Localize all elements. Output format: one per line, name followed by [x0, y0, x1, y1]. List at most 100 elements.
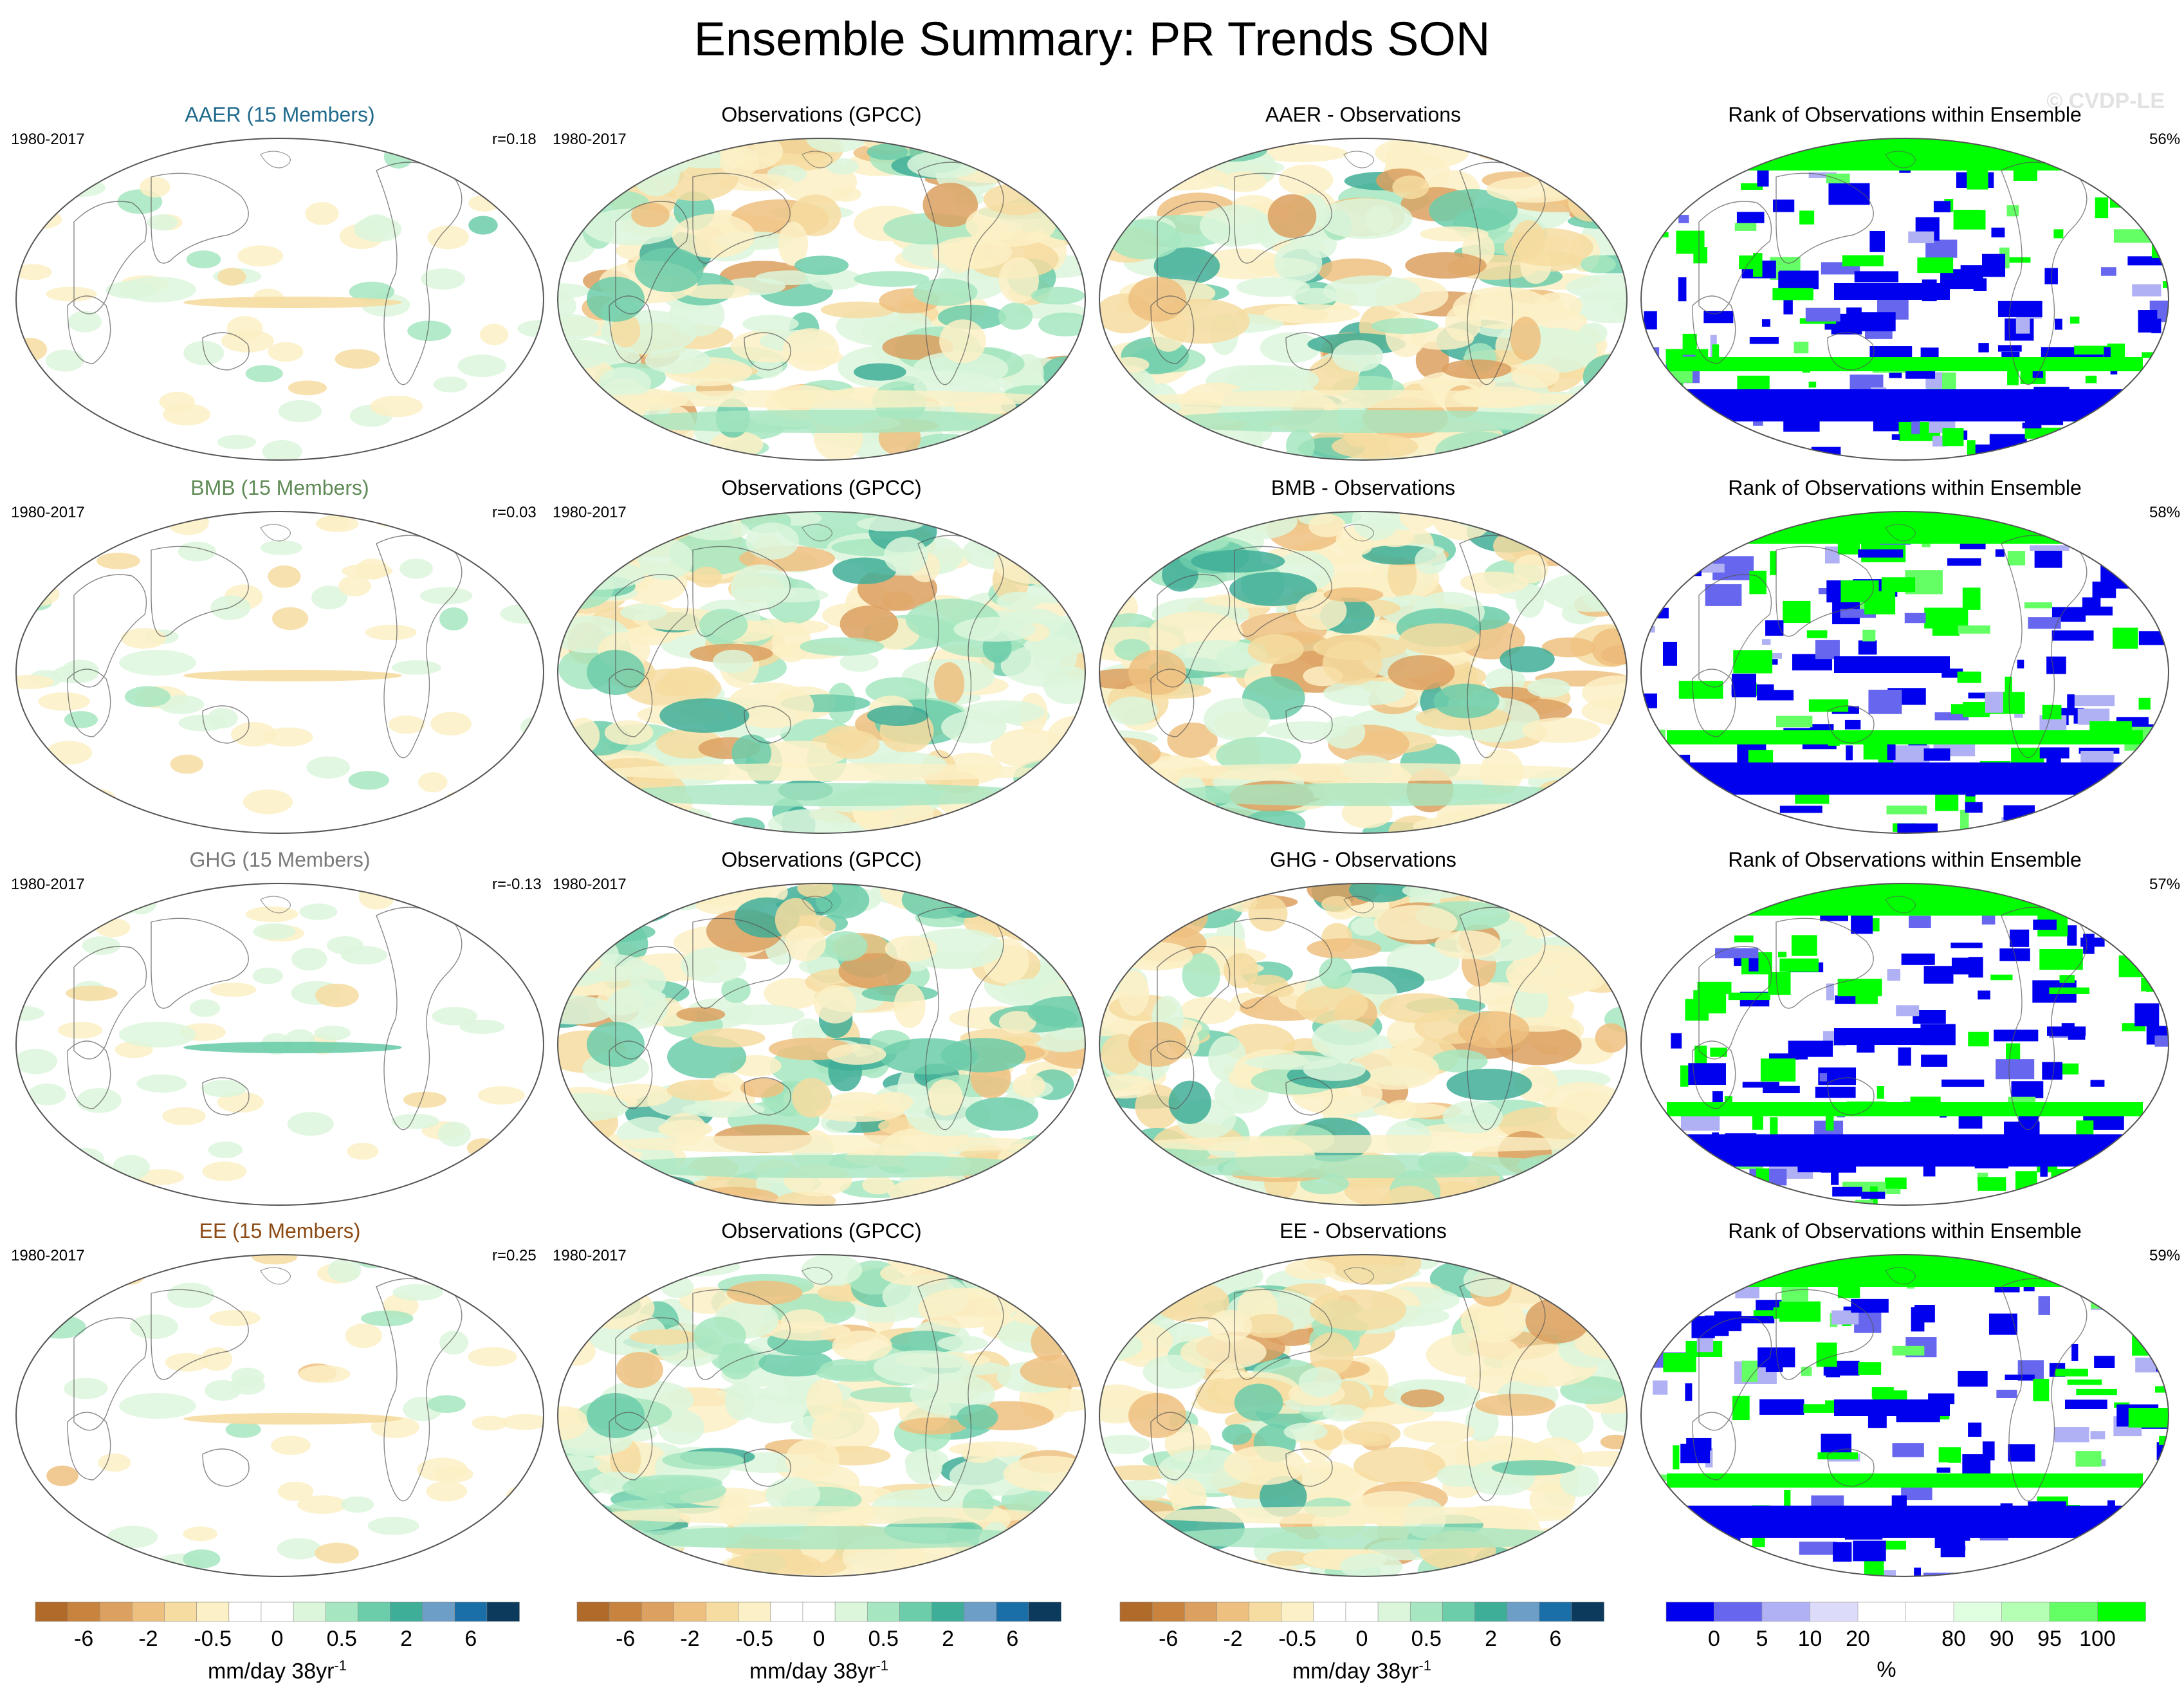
map-r3-c3 — [1641, 1255, 2169, 1576]
trend-colorbar-0-segment-8 — [293, 1601, 327, 1622]
trend-colorbar-2-tick-0: -6 — [1159, 1627, 1179, 1651]
trend-colorbar-1-segment-9 — [867, 1601, 901, 1622]
trend-colorbar-2-segment-2 — [1184, 1601, 1218, 1622]
trend-colorbar-2-tick-1: -2 — [1223, 1627, 1243, 1651]
rank-colorbar-segment-2 — [1761, 1601, 1811, 1622]
trend-colorbar-2-segment-11 — [1474, 1601, 1508, 1622]
map-border-r1-c2 — [1099, 511, 1628, 834]
map-r1-c3 — [1641, 512, 2169, 833]
rank-colorbar-segment-6 — [1953, 1601, 2003, 1622]
trend-colorbar-0-segment-1 — [67, 1601, 101, 1622]
trend-colorbar-2 — [1119, 1601, 1604, 1622]
trend-colorbar-0-segment-10 — [358, 1601, 391, 1622]
trend-colorbar-2-segment-13 — [1539, 1601, 1572, 1622]
map-border-r2-c0 — [15, 883, 544, 1206]
correlation-label-r2: r=-0.13 — [492, 876, 542, 893]
trend-colorbar-0-segment-7 — [261, 1601, 294, 1622]
trend-colorbar-1-tick-0: -6 — [616, 1627, 636, 1651]
correlation-label-r1: r=0.03 — [492, 504, 537, 521]
rank-colorbar-tick-7: 100 — [2079, 1627, 2116, 1651]
trend-colorbar-1-segment-13 — [996, 1601, 1029, 1622]
rank-colorbar-tick-5: 90 — [1989, 1627, 2014, 1651]
map-border-r2-c1 — [557, 883, 1086, 1206]
trend-colorbar-0-tick-5: 2 — [400, 1627, 412, 1651]
map-r0-c2 — [1099, 138, 1627, 460]
correlation-label-r3: r=0.25 — [492, 1247, 537, 1264]
trend-colorbar-2-units-text: mm/day 38yr — [1292, 1659, 1419, 1684]
rank-colorbar-segment-1 — [1714, 1601, 1763, 1622]
rank-colorbar-tick-4: 80 — [1941, 1627, 1966, 1651]
panel-title-r1-c0: BMB (15 Members) — [190, 476, 369, 499]
rank-colorbar-units: % — [1877, 1657, 1896, 1682]
rank-colorbar-segment-8 — [2049, 1601, 2098, 1622]
rank-percent-r1: 58% — [2149, 504, 2181, 521]
rank-colorbar-tick-0: 0 — [1708, 1627, 1720, 1651]
period-label-r2-c1: 1980-2017 — [553, 876, 627, 893]
period-label-r1-c0: 1980-2017 — [11, 504, 85, 521]
trend-colorbar-0-tick-4: 0.5 — [326, 1627, 357, 1651]
rank-colorbar-tick-6: 95 — [2037, 1627, 2062, 1651]
trend-colorbar-2-tick-5: 2 — [1485, 1627, 1497, 1651]
map-border-r3-c3 — [1640, 1254, 2169, 1577]
trend-colorbar-1-segment-8 — [834, 1601, 868, 1622]
map-border-r1-c3 — [1640, 511, 2169, 834]
rank-colorbar-segment-0 — [1666, 1601, 1715, 1622]
map-r2-c3 — [1641, 883, 2169, 1205]
trend-colorbar-1-segment-11 — [931, 1601, 965, 1622]
map-r1-c0 — [16, 512, 544, 833]
trend-colorbar-2-segment-6 — [1313, 1601, 1346, 1622]
rank-percent-r2: 57% — [2149, 876, 2181, 893]
trend-colorbar-0-segment-12 — [422, 1601, 455, 1622]
rank-colorbar-segment-3 — [1810, 1601, 1858, 1622]
trend-colorbar-1-segment-2 — [641, 1601, 675, 1622]
trend-colorbar-0-segment-9 — [325, 1601, 359, 1622]
trend-colorbar-1-segment-5 — [738, 1601, 771, 1622]
map-r0-c3 — [1641, 138, 2169, 460]
trend-colorbar-1-tick-4: 0.5 — [868, 1627, 899, 1651]
trend-colorbar-2-units-exponent: -1 — [1418, 1657, 1432, 1674]
map-border-r2-c3 — [1640, 883, 2169, 1206]
trend-colorbar-2-tick-3: 0 — [1355, 1627, 1368, 1651]
trend-colorbar-1-segment-1 — [609, 1601, 643, 1622]
map-r2-c2 — [1099, 883, 1627, 1205]
period-label-r0-c0: 1980-2017 — [11, 131, 85, 148]
trend-colorbar-2-segment-7 — [1345, 1601, 1379, 1622]
map-border-r0-c2 — [1099, 138, 1628, 461]
period-label-r2-c0: 1980-2017 — [11, 876, 85, 893]
trend-colorbar-1-segment-14 — [1028, 1601, 1061, 1622]
panel-title-r0-c0: AAER (15 Members) — [185, 103, 375, 126]
map-border-r0-c1 — [557, 138, 1086, 461]
panel-title-r1-c1: Observations (GPCC) — [721, 476, 922, 499]
trend-colorbar-2-segment-9 — [1409, 1601, 1444, 1622]
trend-colorbar-0-segment-3 — [132, 1601, 165, 1622]
map-border-r2-c2 — [1099, 883, 1628, 1206]
panel-title-r3-c0: EE (15 Members) — [199, 1219, 361, 1242]
trend-colorbar-0-units-text: mm/day 38yr — [207, 1659, 335, 1684]
trend-colorbar-0-segment-6 — [228, 1601, 262, 1622]
trend-colorbar-1-units-text: mm/day 38yr — [749, 1659, 876, 1684]
trend-colorbar-0-segment-13 — [454, 1601, 488, 1622]
trend-colorbar-2-tick-6: 6 — [1549, 1627, 1562, 1651]
map-border-r0-c0 — [15, 138, 544, 461]
panel-title-r2-c2: GHG - Observations — [1270, 848, 1456, 871]
trend-colorbar-2-segment-12 — [1507, 1601, 1540, 1622]
rank-percent-r0: 56% — [2149, 131, 2181, 148]
map-r3-c1 — [558, 1255, 1085, 1576]
correlation-label-r0: r=0.18 — [492, 131, 537, 148]
trend-colorbar-0-segment-14 — [486, 1601, 520, 1622]
figure-title: Ensemble Summary: PR Trends SON — [693, 12, 1491, 66]
rank-colorbar — [1666, 1601, 2146, 1622]
map-border-r1-c0 — [15, 511, 544, 834]
trend-colorbar-1-tick-2: -0.5 — [735, 1627, 774, 1651]
map-r0-c0 — [16, 138, 544, 460]
trend-colorbar-1-tick-3: 0 — [812, 1627, 825, 1651]
trend-colorbar-2-segment-10 — [1442, 1601, 1476, 1622]
map-r1-c2 — [1099, 512, 1627, 833]
panel-title-r1-c2: BMB - Observations — [1271, 476, 1456, 499]
trend-colorbar-1-tick-6: 6 — [1006, 1627, 1019, 1651]
trend-colorbar-1-tick-1: -2 — [680, 1627, 700, 1651]
trend-colorbar-0-tick-6: 6 — [464, 1627, 477, 1651]
trend-colorbar-0-segment-0 — [35, 1601, 68, 1622]
trend-colorbar-2-segment-1 — [1152, 1601, 1186, 1622]
